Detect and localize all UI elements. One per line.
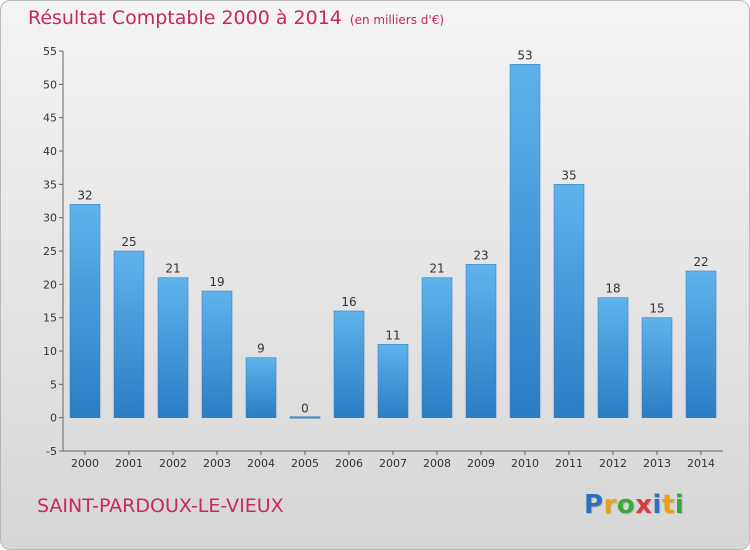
logo-letter: P: [584, 490, 604, 520]
y-tick-label: 25: [43, 245, 57, 258]
x-tick-label-2014: 2014: [687, 457, 715, 470]
y-tick-label: 30: [43, 212, 57, 225]
bar-2010: [509, 64, 541, 418]
data-label-2014: 22: [693, 255, 708, 269]
bar-2013: [641, 317, 673, 418]
data-label-2009: 23: [473, 248, 488, 262]
data-label-2003: 19: [209, 275, 224, 289]
bar-2002: [157, 277, 189, 418]
x-tick-label-2000: 2000: [71, 457, 99, 470]
data-label-2002: 21: [165, 262, 180, 276]
y-tick-label: 45: [43, 112, 57, 125]
bar-2009: [465, 264, 497, 418]
commune-name: SAINT-PARDOUX-LE-VIEUX: [37, 495, 284, 517]
y-tick-label: 40: [43, 145, 57, 158]
x-tick-label-2005: 2005: [291, 457, 319, 470]
y-tick-label: 0: [50, 412, 57, 425]
bar-2012: [597, 297, 629, 418]
x-tick-label-2004: 2004: [247, 457, 275, 470]
bar-2008: [421, 277, 453, 418]
bar-2014: [685, 270, 717, 418]
logo-letter: i: [674, 490, 685, 520]
data-label-2007: 11: [385, 328, 400, 342]
data-label-2001: 25: [121, 235, 136, 249]
x-tick-label-2002: 2002: [159, 457, 187, 470]
data-label-2000: 32: [77, 188, 92, 202]
y-tick-label: 15: [43, 312, 57, 325]
y-tick-label: 50: [43, 78, 57, 91]
bar-2004: [245, 357, 277, 418]
x-tick-label-2013: 2013: [643, 457, 671, 470]
chart-subtitle: (en milliers d'€): [349, 13, 445, 27]
x-tick-label-2012: 2012: [599, 457, 627, 470]
x-tick-label-2003: 2003: [203, 457, 231, 470]
x-tick-label-2007: 2007: [379, 457, 407, 470]
y-tick-label: 20: [43, 278, 57, 291]
proxiti-logo: Proxiti: [584, 490, 684, 520]
chart-title: Résultat Comptable 2000 à 2014 (en millie…: [28, 7, 444, 29]
chart-title-main: Résultat Comptable 2000 à 2014: [28, 7, 342, 29]
bar-2006: [333, 310, 365, 418]
y-tick-label: 35: [43, 178, 57, 191]
data-label-2005: 0: [301, 402, 309, 416]
data-label-2010: 53: [517, 48, 532, 62]
data-label-2006: 16: [341, 295, 356, 309]
logo-letter: i: [652, 490, 662, 520]
bar-2003: [201, 290, 233, 418]
x-tick-label-2006: 2006: [335, 457, 363, 470]
data-label-2008: 21: [429, 262, 444, 276]
bar-2007: [377, 344, 409, 418]
logo-letter: t: [661, 490, 675, 520]
x-tick-label-2010: 2010: [511, 457, 539, 470]
logo-letter: x: [635, 490, 653, 520]
data-label-2004: 9: [257, 342, 265, 356]
logo-letter: o: [616, 490, 636, 520]
data-label-2013: 15: [649, 302, 664, 316]
bar-2011: [553, 184, 585, 418]
bar-2001: [113, 250, 145, 418]
x-tick-label-2009: 2009: [467, 457, 495, 470]
x-tick-label-2001: 2001: [115, 457, 143, 470]
bar-2000: [69, 204, 101, 418]
bar-2005: [289, 416, 321, 419]
x-tick-label-2008: 2008: [423, 457, 451, 470]
x-tick-label-2011: 2011: [555, 457, 583, 470]
data-label-2011: 35: [561, 168, 576, 182]
y-tick-label: 55: [43, 45, 57, 58]
logo-letter: r: [603, 490, 617, 520]
y-tick-label: 5: [50, 378, 57, 391]
data-label-2012: 18: [605, 282, 620, 296]
y-tick-label: 10: [43, 345, 57, 358]
y-tick-label: -5: [46, 445, 57, 458]
